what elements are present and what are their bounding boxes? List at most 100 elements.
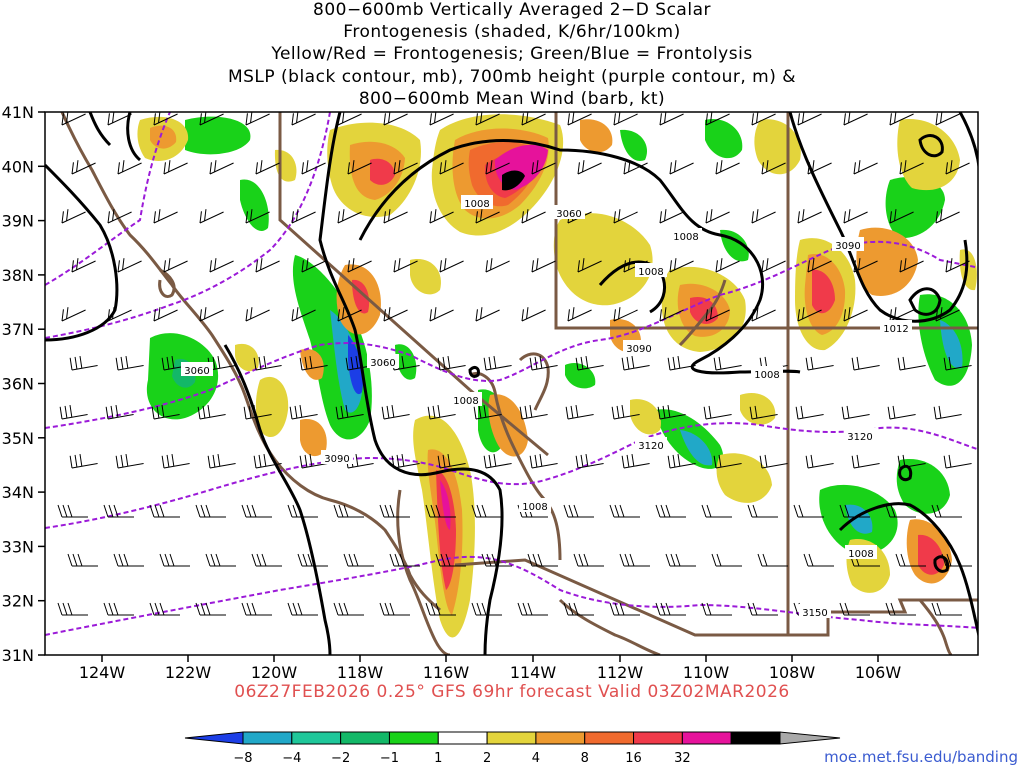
wind-barb — [701, 602, 732, 616]
lon-label: 110W — [683, 663, 730, 682]
wind-barb — [713, 454, 742, 469]
wind-barb — [897, 454, 926, 469]
mslp-label-text: 1008 — [638, 267, 663, 278]
wind-barb — [659, 307, 684, 322]
mslp-label-text: 1008 — [453, 396, 478, 407]
wind-barb — [337, 209, 362, 224]
lat-label: 40N — [2, 157, 34, 176]
wind-barb — [427, 405, 456, 420]
wind-barb — [751, 307, 776, 322]
wind-barb — [573, 553, 604, 567]
mslp-label: 1008 — [461, 195, 493, 210]
wind-barb — [659, 112, 684, 126]
wind-barb — [889, 307, 914, 322]
wind-barb — [757, 553, 788, 567]
wind-barb — [107, 209, 132, 224]
wind-barb — [383, 209, 408, 224]
wind-barb — [843, 112, 868, 126]
forecast-caption: 06Z27FEB2026 0.25° GFS 69hr forecast Val… — [234, 682, 790, 702]
height-label: 3090 — [832, 237, 864, 252]
colorbar-arrow-left — [184, 731, 244, 745]
wind-barb — [163, 258, 188, 273]
wind-barb — [839, 504, 870, 518]
lat-label: 41N — [2, 103, 34, 122]
mslp-label: 1008 — [519, 498, 551, 513]
wind-barb — [529, 356, 558, 371]
wind-barb — [153, 307, 178, 322]
wind-barb — [521, 209, 546, 224]
wind-barb — [253, 454, 282, 469]
wind-barb — [943, 454, 972, 469]
wind-barb — [71, 258, 96, 273]
wind-barb — [383, 307, 408, 322]
colorbar: −8 −4 −2 −1 1 2 4 8 16 32 — [184, 731, 841, 766]
wind-barb — [521, 112, 546, 126]
mslp-label-text: 1008 — [848, 549, 873, 560]
height-label: 3090 — [623, 340, 655, 355]
height-label-text: 3060 — [370, 358, 395, 369]
wind-barb — [301, 258, 326, 273]
wind-barb — [713, 356, 742, 371]
wind-barb — [563, 602, 594, 616]
height-label-text: 3060 — [184, 366, 209, 377]
wind-barb — [807, 160, 832, 175]
wind-barb — [793, 504, 824, 518]
wind-barb — [163, 160, 188, 175]
wind-barb — [761, 160, 786, 175]
lon-label: 116W — [423, 663, 470, 682]
title-line-1: 800−600mb Vertically Averaged 2−D Scalar — [313, 0, 711, 20]
wind-barb — [797, 209, 822, 224]
wind-barb — [107, 307, 132, 322]
wind-barb — [609, 504, 640, 518]
mslp-label-text: 1008 — [464, 199, 489, 210]
lat-label: 34N — [2, 483, 34, 502]
wind-barb — [899, 160, 924, 175]
wind-barb — [941, 553, 972, 567]
wind-barb — [747, 602, 778, 616]
lon-label: 122W — [165, 663, 212, 682]
wind-barb — [197, 405, 226, 420]
colorbar-segment — [730, 731, 781, 745]
height-label-text: 3060 — [556, 209, 581, 220]
wind-barb — [291, 112, 316, 126]
site-url[interactable]: moe.met.fsu.edu/banding — [824, 748, 1018, 766]
wind-barb — [517, 602, 548, 616]
wind-barb — [59, 405, 88, 420]
colorbar-segment — [584, 731, 635, 745]
colorbar-tick-label: 8 — [581, 751, 589, 766]
wind-barb — [751, 209, 776, 224]
mslp-label-text: 1012 — [883, 324, 908, 335]
wind-barb — [887, 405, 916, 420]
mslp-label: 1012 — [880, 320, 912, 335]
wind-barb — [623, 160, 648, 175]
wind-barb — [287, 602, 318, 616]
lat-label: 33N — [2, 537, 34, 556]
wind-barb — [289, 405, 318, 420]
wind-barb — [851, 454, 880, 469]
colorbar-tick-label: −8 — [233, 751, 252, 766]
wind-barb — [659, 209, 684, 224]
height-label-text: 3120 — [847, 432, 872, 443]
wind-barb — [103, 504, 134, 518]
wind-barb — [853, 160, 878, 175]
wind-barb — [839, 602, 870, 616]
colorbar-segment — [340, 731, 390, 745]
wind-barb — [475, 307, 500, 322]
latitude-axis: 41N 40N 39N 38N 37N 36N 35N 34N 33N 32N 31N — [2, 103, 45, 665]
wind-barb — [701, 504, 732, 518]
colorbar-tick-label: 16 — [625, 751, 642, 766]
wind-barb — [383, 112, 408, 126]
wind-barb — [255, 258, 280, 273]
wind-barb — [151, 405, 180, 420]
wind-barb — [851, 356, 880, 371]
wind-barb — [577, 160, 602, 175]
wind-barb — [297, 553, 328, 567]
wind-barb — [669, 160, 694, 175]
wind-barb — [807, 258, 832, 273]
wind-barb — [529, 454, 558, 469]
mslp-label: 1008 — [635, 263, 667, 278]
wind-barb — [473, 405, 502, 420]
height-contours — [45, 112, 978, 636]
wind-barb — [379, 504, 410, 518]
wind-barb — [207, 454, 236, 469]
